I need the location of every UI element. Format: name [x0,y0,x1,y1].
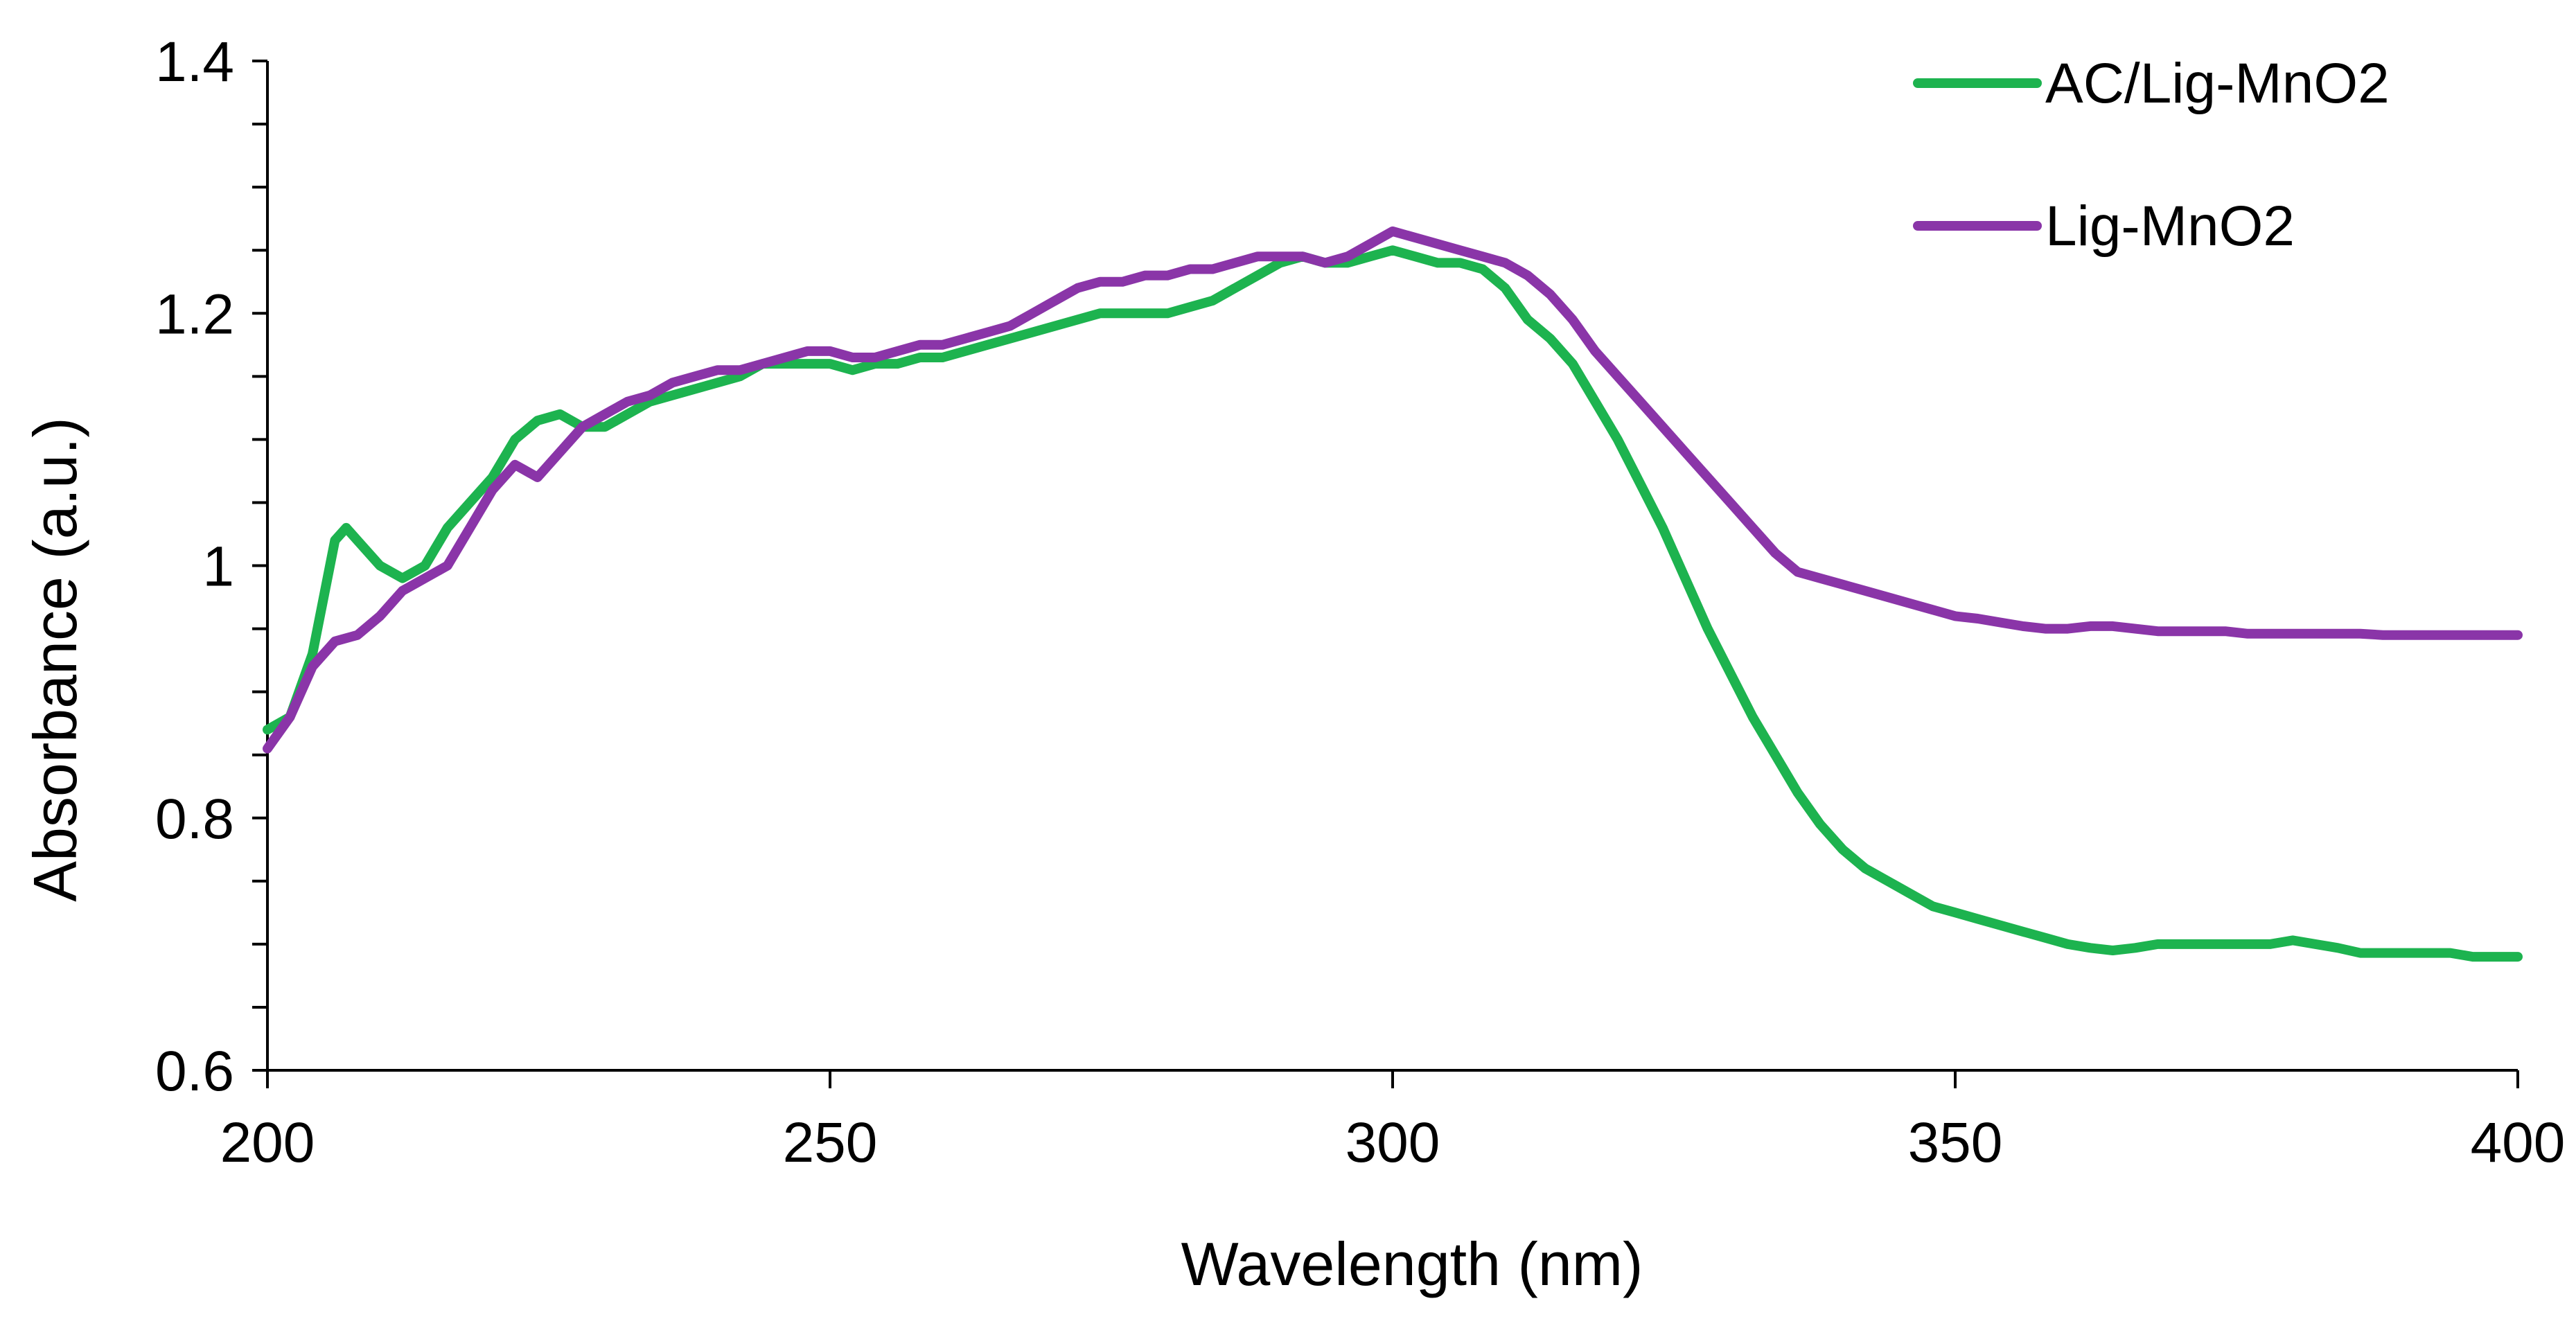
y-axis-title: Absorbance (a.u.) [21,417,89,902]
series-line-ac-lig-mno2 [263,245,2523,962]
y-axis: 0.6 0.8 1 1.2 1.4 [155,30,269,1103]
x-axis: 200 250 300 350 400 [220,1069,2566,1174]
y-tick-label: 1.2 [155,283,234,346]
legend: AC/Lig-MnO2 Lig-MnO2 [1913,52,2390,258]
legend-label: AC/Lig-MnO2 [2045,52,2390,115]
x-tick-label: 350 [1908,1111,2003,1174]
x-axis-title: Wavelength (nm) [1181,1230,1643,1298]
y-tick-label: 1 [202,535,234,599]
x-tick-label: 300 [1346,1111,1440,1174]
series-lines [263,226,2523,962]
y-tick-label: 0.6 [155,1040,234,1103]
legend-label: Lig-MnO2 [2045,195,2295,258]
x-tick-label: 200 [220,1111,315,1174]
y-tick-label: 0.8 [155,788,234,851]
x-tick-label: 400 [2471,1111,2566,1174]
x-tick-label: 250 [783,1111,878,1174]
y-tick-label: 1.4 [155,30,234,94]
series-line-lig-mno2 [263,226,2523,754]
